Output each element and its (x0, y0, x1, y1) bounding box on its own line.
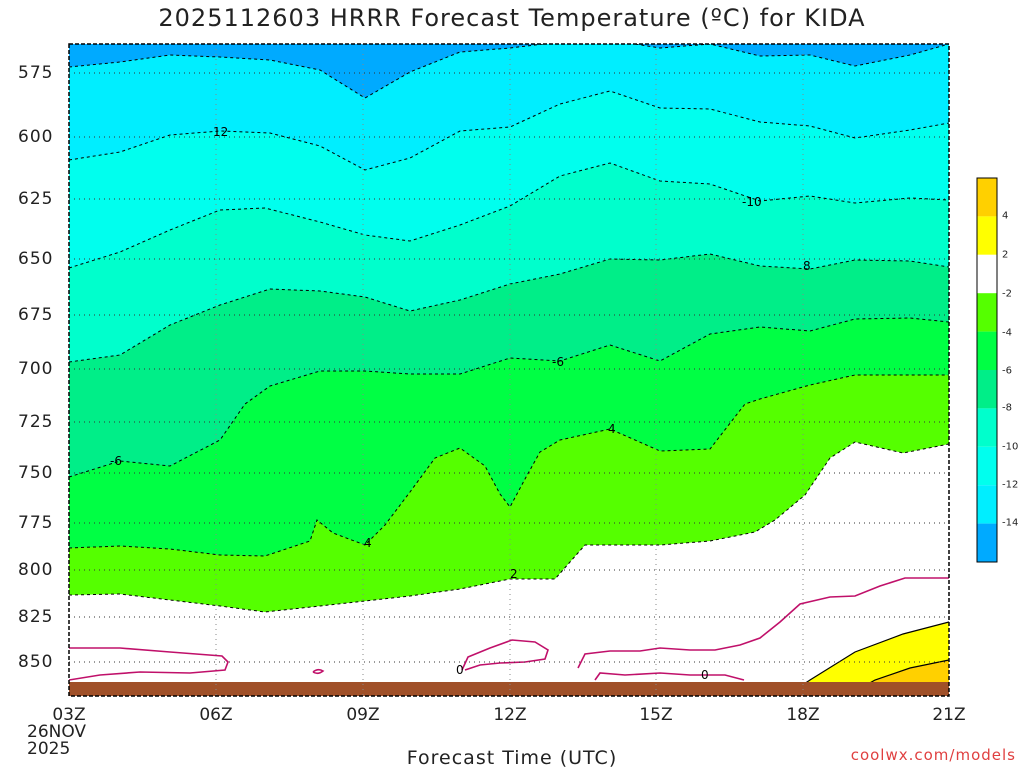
y-tick-label: 750 (18, 463, 54, 483)
warm-contour-lines (805, 621, 949, 682)
colorbar-swatch (977, 216, 997, 255)
contour-label-m4a: 4 (608, 422, 616, 436)
colorbar-frame (976, 177, 998, 563)
contour-label-group: 12 -10 8 -6 -6 4 4 2 0 0 (110, 125, 811, 682)
colorbar (976, 177, 998, 563)
colorbar-label: -8 (1002, 402, 1012, 414)
colorbar-label: -4 (1002, 327, 1012, 339)
y-tick-label: 700 (18, 359, 54, 379)
time-gridlines (215, 44, 804, 696)
colorbar-label: -14 (1002, 517, 1019, 529)
colorbar-swatch (977, 254, 997, 294)
x-tick-label: 06Z (199, 705, 233, 725)
y-tick-label: 725 (18, 412, 54, 432)
x-tick-label: 21Z (932, 705, 966, 725)
plot-frame (68, 43, 950, 697)
pressure-gridlines (69, 72, 949, 663)
y-tick-label: 800 (18, 560, 54, 580)
y-tick-label: 650 (18, 249, 54, 269)
contour-label-z2: 0 (701, 668, 709, 682)
x-tick-label: 12Z (493, 705, 527, 725)
colorbar-swatch (977, 408, 997, 447)
colorbar-label: -6 (1002, 365, 1012, 377)
contour-label-m10: -10 (742, 195, 762, 209)
y-tick-label: 825 (18, 607, 54, 627)
colorbar-swatch (977, 370, 997, 409)
credit-link[interactable]: coolwx.com/models (850, 746, 1016, 764)
colorbar-swatch (977, 446, 997, 486)
ground-surface (69, 682, 949, 696)
y-tick-label: 575 (18, 63, 54, 83)
x-tick-label: 15Z (639, 705, 673, 725)
y-tick-label: 675 (18, 305, 54, 325)
colorbar-label: -12 (1002, 479, 1019, 491)
x-axis-title: Forecast Time (UTC) (406, 747, 618, 769)
zero-degree-lines (69, 577, 949, 681)
y-tick-label: 775 (18, 513, 54, 533)
contour-label-z1: 0 (456, 663, 464, 677)
colorbar-swatch (977, 293, 997, 332)
colorbar-swatch (977, 485, 997, 524)
y-tick-label: 625 (18, 189, 54, 209)
contour-label-m12: 12 (213, 125, 228, 139)
x-tick-label: 03Z (52, 705, 86, 725)
x-year-label: 2025 (27, 739, 71, 759)
y-tick-label: 600 (18, 127, 54, 147)
colorbar-label: -2 (1002, 288, 1012, 300)
band-above-plus-4 (871, 660, 949, 682)
x-date-label: 26NOV (27, 722, 87, 742)
filled-contour-bands (69, 44, 949, 682)
colorbar-label: 2 (1002, 249, 1009, 261)
contour-label-m4b: 4 (364, 536, 372, 550)
contour-label-p2: 2 (510, 567, 518, 581)
y-tick-label: 850 (18, 652, 54, 672)
x-tick-label: 18Z (786, 705, 820, 725)
colorbar-label: -10 (1002, 441, 1019, 453)
colorbar-label: 4 (1002, 210, 1009, 222)
band-minus-2-to-plus-2 (69, 442, 949, 682)
x-tick-label: 09Z (346, 705, 380, 725)
colorbar-swatch (977, 331, 997, 370)
chart-title: 2025112603 HRRR Forecast Temperature (ºC… (158, 4, 866, 32)
contour-label-m8: 8 (803, 259, 811, 273)
colorbar-swatch (977, 178, 997, 217)
colorbar-swatch (977, 523, 997, 562)
contour-label-m6a: -6 (552, 355, 564, 369)
contour-label-m6b: -6 (110, 454, 122, 468)
